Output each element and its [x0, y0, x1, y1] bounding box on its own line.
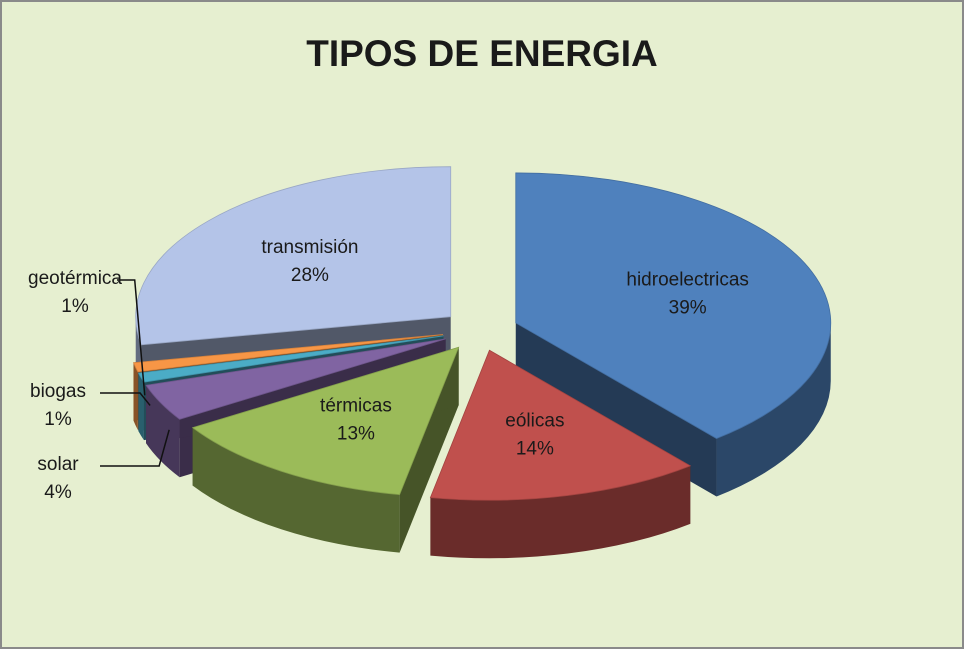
slice-side [146, 385, 180, 478]
slice [135, 166, 452, 346]
slice [145, 338, 446, 420]
slice [429, 349, 692, 559]
slice [191, 346, 460, 553]
value-label: 28% [291, 265, 329, 286]
value-label: 4% [44, 482, 72, 503]
slice-side [133, 362, 138, 430]
leader-line [100, 392, 151, 406]
slice-label: térmicas [320, 395, 392, 416]
slice-face [146, 338, 446, 444]
value-label: 1% [61, 296, 89, 317]
value-label: 1% [44, 409, 72, 430]
slice-label: transmisión [261, 237, 358, 258]
value-label: 39% [669, 297, 707, 318]
slice [132, 334, 443, 373]
slice-side [192, 427, 400, 553]
slice [429, 349, 692, 501]
slice-label: biogas [30, 381, 86, 402]
slice-side [716, 322, 831, 497]
slice-side [430, 465, 691, 559]
leader-line [100, 429, 170, 467]
slice-side [138, 373, 144, 441]
value-label: 14% [516, 439, 554, 460]
slice-label: solar [37, 454, 79, 475]
slice-label: geotérmica [28, 268, 122, 289]
slice-label: hidroelectricas [626, 269, 749, 290]
value-label: 13% [337, 423, 375, 444]
slice [191, 346, 460, 496]
chart-title: TIPOS DE ENERGIA [306, 33, 658, 74]
leader-line [117, 279, 146, 396]
slice-label: eólicas [505, 411, 564, 432]
slice [515, 172, 832, 439]
